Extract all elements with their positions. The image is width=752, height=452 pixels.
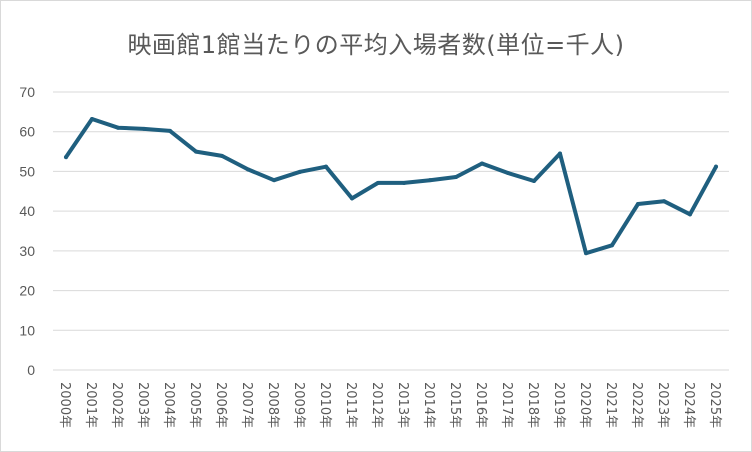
x-tick-label: 2020年 xyxy=(577,382,592,428)
series-line xyxy=(64,117,718,256)
y-tick-label: 60 xyxy=(19,124,35,140)
data-point xyxy=(272,178,276,183)
y-tick-label: 20 xyxy=(19,283,35,299)
y-tick-label: 10 xyxy=(19,322,35,338)
data-point xyxy=(324,164,328,169)
x-tick-label: 2019年 xyxy=(551,382,566,428)
data-point xyxy=(116,125,120,130)
data-point xyxy=(64,155,68,160)
data-point xyxy=(688,212,692,217)
x-tick-label: 2007年 xyxy=(239,382,254,428)
data-point xyxy=(142,126,146,131)
x-tick-label: 2013年 xyxy=(395,382,410,428)
x-tick-label: 2009年 xyxy=(291,382,306,428)
data-point xyxy=(714,164,718,169)
y-tick-label: 30 xyxy=(19,243,35,259)
x-tick-label: 2005年 xyxy=(187,382,202,428)
data-point xyxy=(532,178,536,183)
x-tick-label: 2024年 xyxy=(681,382,696,428)
data-point xyxy=(246,167,250,172)
data-point xyxy=(350,196,354,201)
x-tick-label: 2004年 xyxy=(161,382,176,428)
data-point xyxy=(454,174,458,179)
data-point xyxy=(428,178,432,183)
data-point xyxy=(376,180,380,185)
x-tick-label: 2002年 xyxy=(109,382,124,428)
x-tick-label: 2000年 xyxy=(57,382,72,428)
y-tick-label: 70 xyxy=(19,84,35,100)
data-point xyxy=(220,153,224,158)
data-point xyxy=(90,117,94,122)
x-tick-label: 2016年 xyxy=(473,382,488,428)
x-tick-label: 2006年 xyxy=(213,382,228,428)
data-point xyxy=(480,161,484,166)
x-tick-label: 2022年 xyxy=(629,382,644,428)
data-point xyxy=(168,128,172,133)
chart-title: 映画館1館当たりの平均入場者数(単位=千人) xyxy=(127,31,625,59)
y-tick-label: 0 xyxy=(27,362,35,378)
x-tick-label: 2003年 xyxy=(135,382,150,428)
x-tick-label: 2011年 xyxy=(343,382,358,428)
x-tick-label: 2017年 xyxy=(499,382,514,428)
x-tick-label: 2008年 xyxy=(265,382,280,428)
x-tick-label: 2025年 xyxy=(707,382,722,428)
x-tick-label: 2014年 xyxy=(421,382,436,428)
data-point xyxy=(298,169,302,174)
data-point xyxy=(506,171,510,176)
y-tick-label: 40 xyxy=(19,203,35,219)
x-tick-label: 2015年 xyxy=(447,382,462,428)
data-point xyxy=(610,243,614,248)
x-tick-label: 2023年 xyxy=(655,382,670,428)
data-point xyxy=(636,201,640,206)
data-point xyxy=(662,199,666,204)
x-tick-label: 2012年 xyxy=(369,382,384,428)
x-tick-label: 2010年 xyxy=(317,382,332,428)
data-point xyxy=(194,149,198,154)
x-tick-label: 2018年 xyxy=(525,382,540,428)
data-point xyxy=(584,251,588,256)
data-point xyxy=(402,180,406,185)
x-tick-label: 2001年 xyxy=(83,382,98,428)
y-tick-label: 50 xyxy=(19,163,35,179)
data-point xyxy=(558,151,562,156)
x-tick-label: 2021年 xyxy=(603,382,618,428)
